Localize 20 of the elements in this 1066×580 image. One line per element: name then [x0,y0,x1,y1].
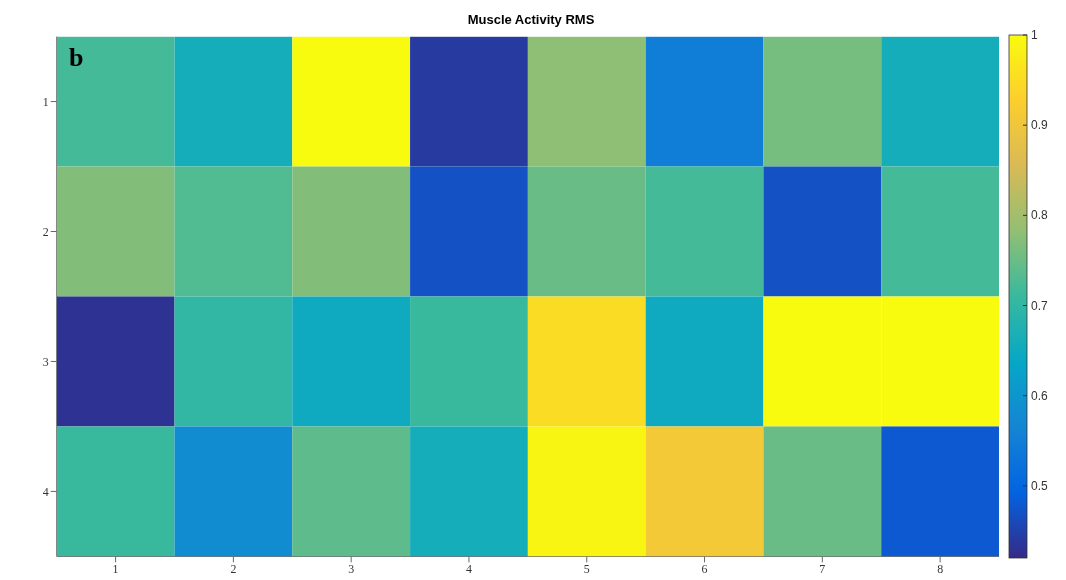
color-bar-label: 0.6 [1031,388,1049,403]
x-tick-label: 2 [230,561,237,576]
color-bar-label: 0.7 [1031,298,1049,313]
x-tick-label: 5 [583,561,590,576]
y-tick-label: 3 [42,354,49,369]
color-bar-label: 0.8 [1031,208,1049,223]
annotation: b [69,43,84,73]
y-tick-label: 2 [42,224,49,239]
color-bar-label: 0.5 [1031,478,1049,493]
x-tick-label: 7 [819,561,826,576]
x-tick-label: 3 [348,561,355,576]
y-tick-label: 4 [42,484,49,499]
x-tick-label: 6 [701,561,708,576]
x-tick-label: 1 [112,561,119,576]
y-tick-label: 1 [42,94,49,109]
x-tick-label: 8 [937,561,944,576]
color-bar-label: 0.9 [1031,118,1049,133]
color-bar-label: 1 [1031,28,1038,42]
chart-title: Muscle Activity RMS [466,12,596,27]
x-tick-label: 4 [465,561,472,576]
